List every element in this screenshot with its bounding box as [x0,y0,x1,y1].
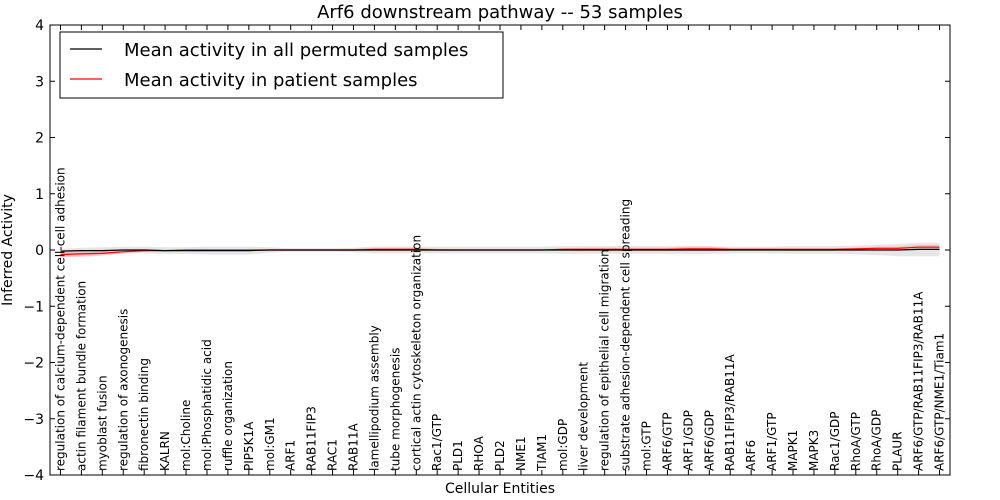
category-label-34: ARF1/GTP [765,412,779,471]
category-label-35: MAPK1 [786,430,800,471]
band-series-1 [60,244,940,258]
line-series-0 [60,248,940,252]
category-label-42: ARF6/GTP/NME1/Tiam1 [933,333,947,471]
category-label-1: actin filament bundle formation [74,281,88,471]
category-label-9: PIP5K1A [242,421,256,471]
x-axis-label: Cellular Entities [445,481,555,497]
category-label-41: ARF6/GTP/RAB11FIP3/RAB11A [912,291,926,471]
legend-label-patient: Mean activity in patient samples [124,70,418,91]
category-label-7: mol:Phosphatidic acid [200,339,214,471]
category-label-33: ARF6 [744,440,758,471]
category-label-3: regulation of axonogenesis [116,309,130,471]
category-label-29: ARF6/GTP [660,412,674,471]
y-tick-label-3: −1 [23,299,44,315]
legend-label-permuted: Mean activity in all permuted samples [124,40,468,61]
category-label-28: mol:GTP [640,421,654,471]
category-label-27: substrate adhesion-dependent cell spread… [619,199,633,471]
category-label-17: cortical actin cytoskeleton organization [409,235,423,471]
category-label-26: regulation of epithelial cell migration [598,249,612,471]
legend: Mean activity in all permuted samples Me… [59,31,504,99]
category-label-13: RAC1 [326,439,340,471]
y-axis-label: Inferred Activity [0,194,16,306]
x-axis-ticks [59,25,941,475]
y-tick-label-1: −3 [23,412,44,428]
category-label-12: RAB11FIP3 [305,406,319,471]
y-tick-label-8: 4 [35,18,44,34]
category-label-11: ARF1 [284,440,298,471]
category-label-31: ARF6/GDP [702,410,716,471]
y-tick-label-7: 3 [35,74,44,90]
y-tick-label-2: −2 [23,356,44,372]
category-label-14: RAB11A [347,422,361,471]
category-label-10: mol:GM1 [263,417,277,471]
series-lines [60,246,940,256]
category-label-6: mol:Choline [179,400,193,471]
category-label-24: mol:GDP [556,419,570,471]
category-label-22: NME1 [514,436,528,471]
category-label-21: PLD2 [493,440,507,471]
category-label-19: PLD1 [451,440,465,471]
category-label-2: myoblast fusion [95,375,109,471]
category-label-23: TIAM1 [535,434,549,472]
category-label-18: Rac1/GTP [430,414,444,471]
y-axis-ticks: −4 −3 −2 −1 0 1 2 3 4 [23,18,950,484]
category-label-32: RAB11FIP3/RAB11A [723,354,737,471]
y-tick-label-4: 0 [35,243,44,259]
chart-title: Arf6 downstream pathway -- 53 samples [317,2,683,23]
category-label-0: regulation of calcium-dependent cell-cel… [54,167,68,471]
y-tick-label-0: −4 [23,468,44,484]
category-label-40: PLAUR [891,431,905,471]
category-label-16: tube morphogenesis [388,348,402,471]
y-tick-label-6: 2 [35,131,44,147]
category-label-20: RHOA [472,435,486,471]
category-labels: regulation of calcium-dependent cell-cel… [54,167,947,472]
legend-box [59,31,504,99]
category-label-30: ARF1/GDP [681,410,695,471]
category-label-36: MAPK3 [807,430,821,471]
category-label-39: RhoA/GDP [870,410,884,471]
category-label-25: liver development [577,362,591,471]
category-label-5: KALRN [158,431,172,471]
category-label-37: Rac1/GDP [828,412,842,471]
category-label-4: fibronectin binding [137,358,151,471]
category-label-38: RhoA/GTP [849,412,863,471]
category-label-8: ruffle organization [221,361,235,471]
category-label-15: lamellipodium assembly [367,325,381,471]
y-tick-label-5: 1 [35,187,44,203]
